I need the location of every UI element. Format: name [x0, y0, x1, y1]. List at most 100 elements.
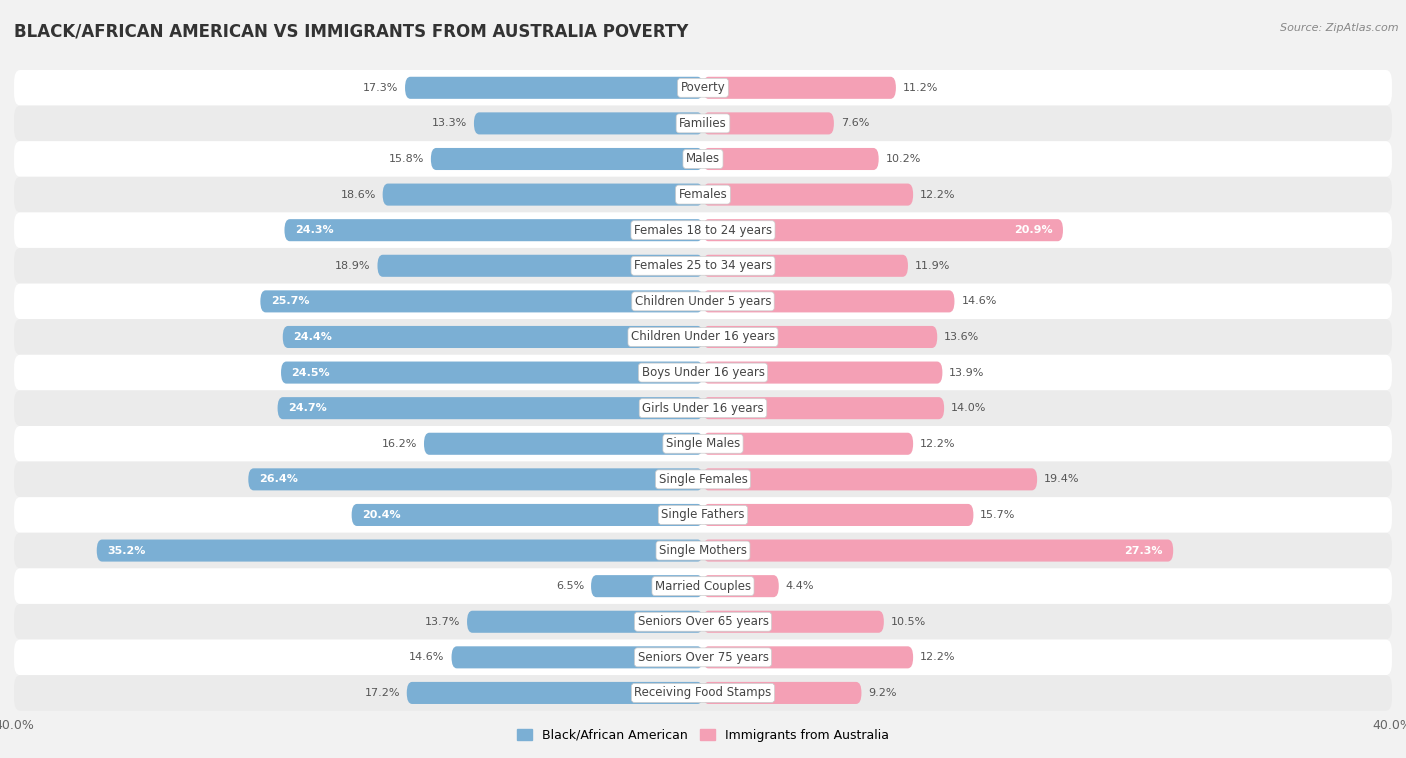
Text: 12.2%: 12.2%	[920, 653, 956, 662]
FancyBboxPatch shape	[277, 397, 703, 419]
FancyBboxPatch shape	[14, 640, 1392, 675]
Text: Source: ZipAtlas.com: Source: ZipAtlas.com	[1281, 23, 1399, 33]
FancyBboxPatch shape	[382, 183, 703, 205]
Text: BLACK/AFRICAN AMERICAN VS IMMIGRANTS FROM AUSTRALIA POVERTY: BLACK/AFRICAN AMERICAN VS IMMIGRANTS FRO…	[14, 23, 689, 41]
Text: Seniors Over 65 years: Seniors Over 65 years	[637, 615, 769, 628]
Text: Single Males: Single Males	[666, 437, 740, 450]
Text: Families: Families	[679, 117, 727, 130]
FancyBboxPatch shape	[14, 462, 1392, 497]
Text: 7.6%: 7.6%	[841, 118, 869, 128]
FancyBboxPatch shape	[703, 290, 955, 312]
Text: Poverty: Poverty	[681, 81, 725, 94]
Text: 9.2%: 9.2%	[869, 688, 897, 698]
FancyBboxPatch shape	[406, 682, 703, 704]
Text: 6.5%: 6.5%	[555, 581, 583, 591]
FancyBboxPatch shape	[14, 355, 1392, 390]
Text: 17.2%: 17.2%	[364, 688, 399, 698]
Text: 24.3%: 24.3%	[295, 225, 333, 235]
FancyBboxPatch shape	[703, 362, 942, 384]
Text: 4.4%: 4.4%	[786, 581, 814, 591]
FancyBboxPatch shape	[703, 77, 896, 99]
FancyBboxPatch shape	[352, 504, 703, 526]
FancyBboxPatch shape	[14, 319, 1392, 355]
FancyBboxPatch shape	[425, 433, 703, 455]
Text: 13.7%: 13.7%	[425, 617, 460, 627]
Text: 14.0%: 14.0%	[950, 403, 987, 413]
Text: Single Mothers: Single Mothers	[659, 544, 747, 557]
Text: 18.9%: 18.9%	[335, 261, 371, 271]
Text: Seniors Over 75 years: Seniors Over 75 years	[637, 651, 769, 664]
FancyBboxPatch shape	[14, 283, 1392, 319]
FancyBboxPatch shape	[703, 326, 938, 348]
Text: 19.4%: 19.4%	[1045, 475, 1080, 484]
FancyBboxPatch shape	[377, 255, 703, 277]
FancyBboxPatch shape	[14, 390, 1392, 426]
Text: 24.7%: 24.7%	[288, 403, 326, 413]
FancyBboxPatch shape	[14, 212, 1392, 248]
Text: Children Under 16 years: Children Under 16 years	[631, 330, 775, 343]
Text: Females 25 to 34 years: Females 25 to 34 years	[634, 259, 772, 272]
Legend: Black/African American, Immigrants from Australia: Black/African American, Immigrants from …	[517, 728, 889, 742]
Text: 15.7%: 15.7%	[980, 510, 1015, 520]
Text: 26.4%: 26.4%	[259, 475, 298, 484]
Text: Boys Under 16 years: Boys Under 16 years	[641, 366, 765, 379]
Text: 13.3%: 13.3%	[432, 118, 467, 128]
Text: 11.9%: 11.9%	[915, 261, 950, 271]
FancyBboxPatch shape	[14, 105, 1392, 141]
FancyBboxPatch shape	[281, 362, 703, 384]
Text: 24.4%: 24.4%	[292, 332, 332, 342]
FancyBboxPatch shape	[14, 497, 1392, 533]
Text: 20.9%: 20.9%	[1014, 225, 1053, 235]
FancyBboxPatch shape	[283, 326, 703, 348]
FancyBboxPatch shape	[703, 219, 1063, 241]
Text: 15.8%: 15.8%	[388, 154, 425, 164]
Text: 25.7%: 25.7%	[271, 296, 309, 306]
Text: Single Fathers: Single Fathers	[661, 509, 745, 522]
FancyBboxPatch shape	[703, 540, 1173, 562]
FancyBboxPatch shape	[703, 575, 779, 597]
FancyBboxPatch shape	[703, 397, 945, 419]
Text: Single Females: Single Females	[658, 473, 748, 486]
Text: Males: Males	[686, 152, 720, 165]
FancyBboxPatch shape	[703, 468, 1038, 490]
FancyBboxPatch shape	[14, 675, 1392, 711]
Text: Children Under 5 years: Children Under 5 years	[634, 295, 772, 308]
Text: 10.5%: 10.5%	[891, 617, 927, 627]
FancyBboxPatch shape	[14, 568, 1392, 604]
FancyBboxPatch shape	[703, 504, 973, 526]
FancyBboxPatch shape	[284, 219, 703, 241]
Text: 27.3%: 27.3%	[1125, 546, 1163, 556]
Text: 17.3%: 17.3%	[363, 83, 398, 92]
Text: 10.2%: 10.2%	[886, 154, 921, 164]
Text: 14.6%: 14.6%	[409, 653, 444, 662]
Text: 16.2%: 16.2%	[381, 439, 418, 449]
Text: 24.5%: 24.5%	[291, 368, 330, 377]
FancyBboxPatch shape	[14, 248, 1392, 283]
FancyBboxPatch shape	[430, 148, 703, 170]
Text: 12.2%: 12.2%	[920, 439, 956, 449]
FancyBboxPatch shape	[14, 533, 1392, 568]
FancyBboxPatch shape	[703, 148, 879, 170]
FancyBboxPatch shape	[703, 112, 834, 134]
FancyBboxPatch shape	[14, 141, 1392, 177]
Text: 35.2%: 35.2%	[107, 546, 145, 556]
Text: Females: Females	[679, 188, 727, 201]
FancyBboxPatch shape	[451, 647, 703, 669]
FancyBboxPatch shape	[474, 112, 703, 134]
Text: 18.6%: 18.6%	[340, 190, 375, 199]
FancyBboxPatch shape	[260, 290, 703, 312]
Text: 20.4%: 20.4%	[361, 510, 401, 520]
FancyBboxPatch shape	[14, 426, 1392, 462]
Text: 13.6%: 13.6%	[945, 332, 980, 342]
Text: Girls Under 16 years: Girls Under 16 years	[643, 402, 763, 415]
FancyBboxPatch shape	[703, 611, 884, 633]
Text: 14.6%: 14.6%	[962, 296, 997, 306]
FancyBboxPatch shape	[14, 177, 1392, 212]
Text: Receiving Food Stamps: Receiving Food Stamps	[634, 687, 772, 700]
FancyBboxPatch shape	[703, 647, 912, 669]
FancyBboxPatch shape	[703, 682, 862, 704]
Text: Married Couples: Married Couples	[655, 580, 751, 593]
Text: 12.2%: 12.2%	[920, 190, 956, 199]
FancyBboxPatch shape	[703, 183, 912, 205]
FancyBboxPatch shape	[14, 604, 1392, 640]
